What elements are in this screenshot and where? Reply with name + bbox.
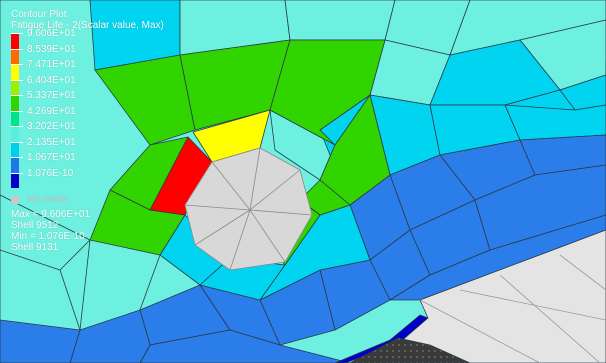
legend-tick bbox=[11, 95, 23, 96]
legend-level: 3.202E+01 bbox=[11, 121, 164, 142]
legend-tick bbox=[11, 110, 23, 112]
legend-level: 1.067E+01 bbox=[11, 152, 164, 173]
legend-tick bbox=[11, 172, 23, 174]
mesh-element bbox=[504, 104, 606, 141]
plot-title: Contour Plot bbox=[11, 9, 67, 20]
legend-label: 8.539E+01 bbox=[27, 43, 76, 55]
mesh-element bbox=[519, 134, 606, 176]
no-result-entry: No result bbox=[11, 193, 164, 207]
legend-level: 6.404E+01 bbox=[11, 75, 164, 95]
legend-level: 8.539E+01 bbox=[11, 44, 164, 64]
legend-swatch bbox=[11, 95, 19, 111]
mesh-element bbox=[474, 164, 606, 251]
min-max-stats: Max = 9.606E+01 Shell 9512 Min = 1.076E-… bbox=[11, 209, 164, 253]
max-element: Shell 9512 bbox=[11, 220, 59, 231]
min-element: Shell 9131 bbox=[11, 242, 59, 253]
legend-tick bbox=[11, 79, 23, 81]
legend-label: 4.269E+01 bbox=[27, 105, 76, 117]
no-result-swatch bbox=[11, 196, 19, 204]
base-plate bbox=[384, 229, 606, 363]
legend-swatch bbox=[11, 157, 19, 173]
mesh-element bbox=[319, 94, 391, 206]
legend-swatch bbox=[11, 172, 19, 188]
legend-swatch bbox=[11, 141, 19, 157]
legend-label: 6.404E+01 bbox=[27, 74, 76, 86]
mesh-element bbox=[0, 319, 81, 363]
legend-level: 4.269E+01 bbox=[11, 106, 164, 126]
max-value: Max = 9.606E+01 bbox=[11, 209, 90, 220]
legend-level: 5.337E+01 bbox=[11, 90, 164, 111]
mesh-element bbox=[149, 136, 213, 216]
legend-tick bbox=[11, 48, 23, 50]
legend-swatch bbox=[11, 48, 19, 64]
legend-scale: 9.606E+01 8.539E+01 7.471E+01 6.404E+01 5.33… bbox=[11, 28, 164, 188]
no-result-label: No result bbox=[27, 194, 68, 205]
legend-level: 9.606E+01 bbox=[11, 28, 164, 49]
legend-label: 3.202E+01 bbox=[27, 121, 76, 132]
legend-swatch bbox=[11, 79, 19, 95]
legend-label: 1.076E-10 bbox=[27, 167, 74, 179]
support-block bbox=[349, 337, 471, 363]
contour-legend-panel: Contour Plot Fatigue Life - 2(Scalar val… bbox=[11, 9, 164, 253]
legend-label: 2.135E+01 bbox=[27, 136, 76, 148]
legend-swatch bbox=[11, 126, 19, 142]
mesh-element bbox=[559, 74, 606, 111]
legend-label: 9.606E+01 bbox=[27, 28, 76, 39]
legend-level: 7.471E+01 bbox=[11, 59, 164, 80]
mesh-element bbox=[284, 0, 396, 41]
legend-label: 1.067E+01 bbox=[27, 152, 76, 163]
legend-tick bbox=[11, 126, 23, 127]
legend-level: 2.135E+01 bbox=[11, 137, 164, 157]
legend-label: 7.471E+01 bbox=[27, 59, 76, 70]
plot-subtitle: Fatigue Life - 2(Scalar value, Max) bbox=[11, 20, 164, 31]
legend-tick bbox=[11, 141, 23, 143]
legend-swatch bbox=[11, 64, 19, 80]
legend-swatch bbox=[11, 110, 19, 126]
legend-tick bbox=[11, 33, 23, 34]
min-value: Min = 1.076E-10 bbox=[11, 231, 85, 242]
legend-tick bbox=[11, 64, 23, 65]
legend-level: 1.076E-10 bbox=[11, 168, 164, 188]
mesh-element bbox=[89, 189, 186, 256]
legend-swatch bbox=[11, 33, 19, 49]
legend-tick bbox=[11, 157, 23, 158]
legend-label: 5.337E+01 bbox=[27, 90, 76, 101]
